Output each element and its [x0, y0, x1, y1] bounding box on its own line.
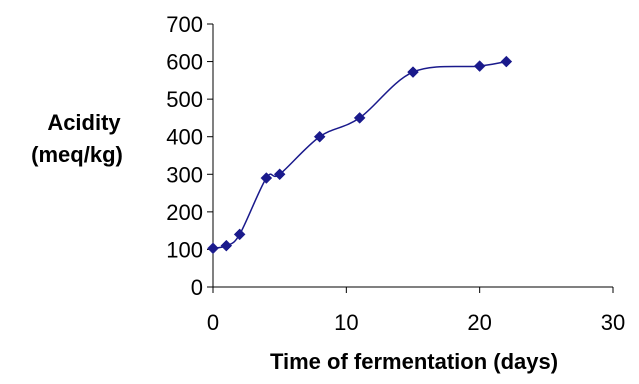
series-line: [213, 62, 506, 249]
data-point-marker: [234, 229, 245, 240]
y-tick-label: 200: [166, 200, 203, 225]
data-point-marker: [474, 61, 485, 72]
data-point-marker: [501, 56, 512, 67]
y-tick-label: 600: [166, 50, 203, 75]
y-axis-title-line-2: (meq/kg): [31, 142, 123, 167]
x-tick-label: 10: [334, 310, 358, 335]
axes: [207, 24, 613, 293]
x-tick-label: 20: [467, 310, 491, 335]
data-point-marker: [221, 240, 232, 251]
x-tick-label: 30: [601, 310, 625, 335]
y-axis-title-line-1: Acidity: [47, 110, 121, 135]
y-tick-label: 0: [191, 275, 203, 300]
data-series: [208, 56, 512, 254]
y-tick-label: 100: [166, 237, 203, 262]
x-axis-title: Time of fermentation (days): [270, 349, 558, 374]
y-tick-label: 500: [166, 87, 203, 112]
y-tick-label: 400: [166, 125, 203, 150]
y-tick-label: 300: [166, 162, 203, 187]
data-point-marker: [208, 243, 219, 254]
data-point-marker: [408, 67, 419, 78]
x-tick-label: 0: [207, 310, 219, 335]
y-tick-label: 700: [166, 12, 203, 37]
